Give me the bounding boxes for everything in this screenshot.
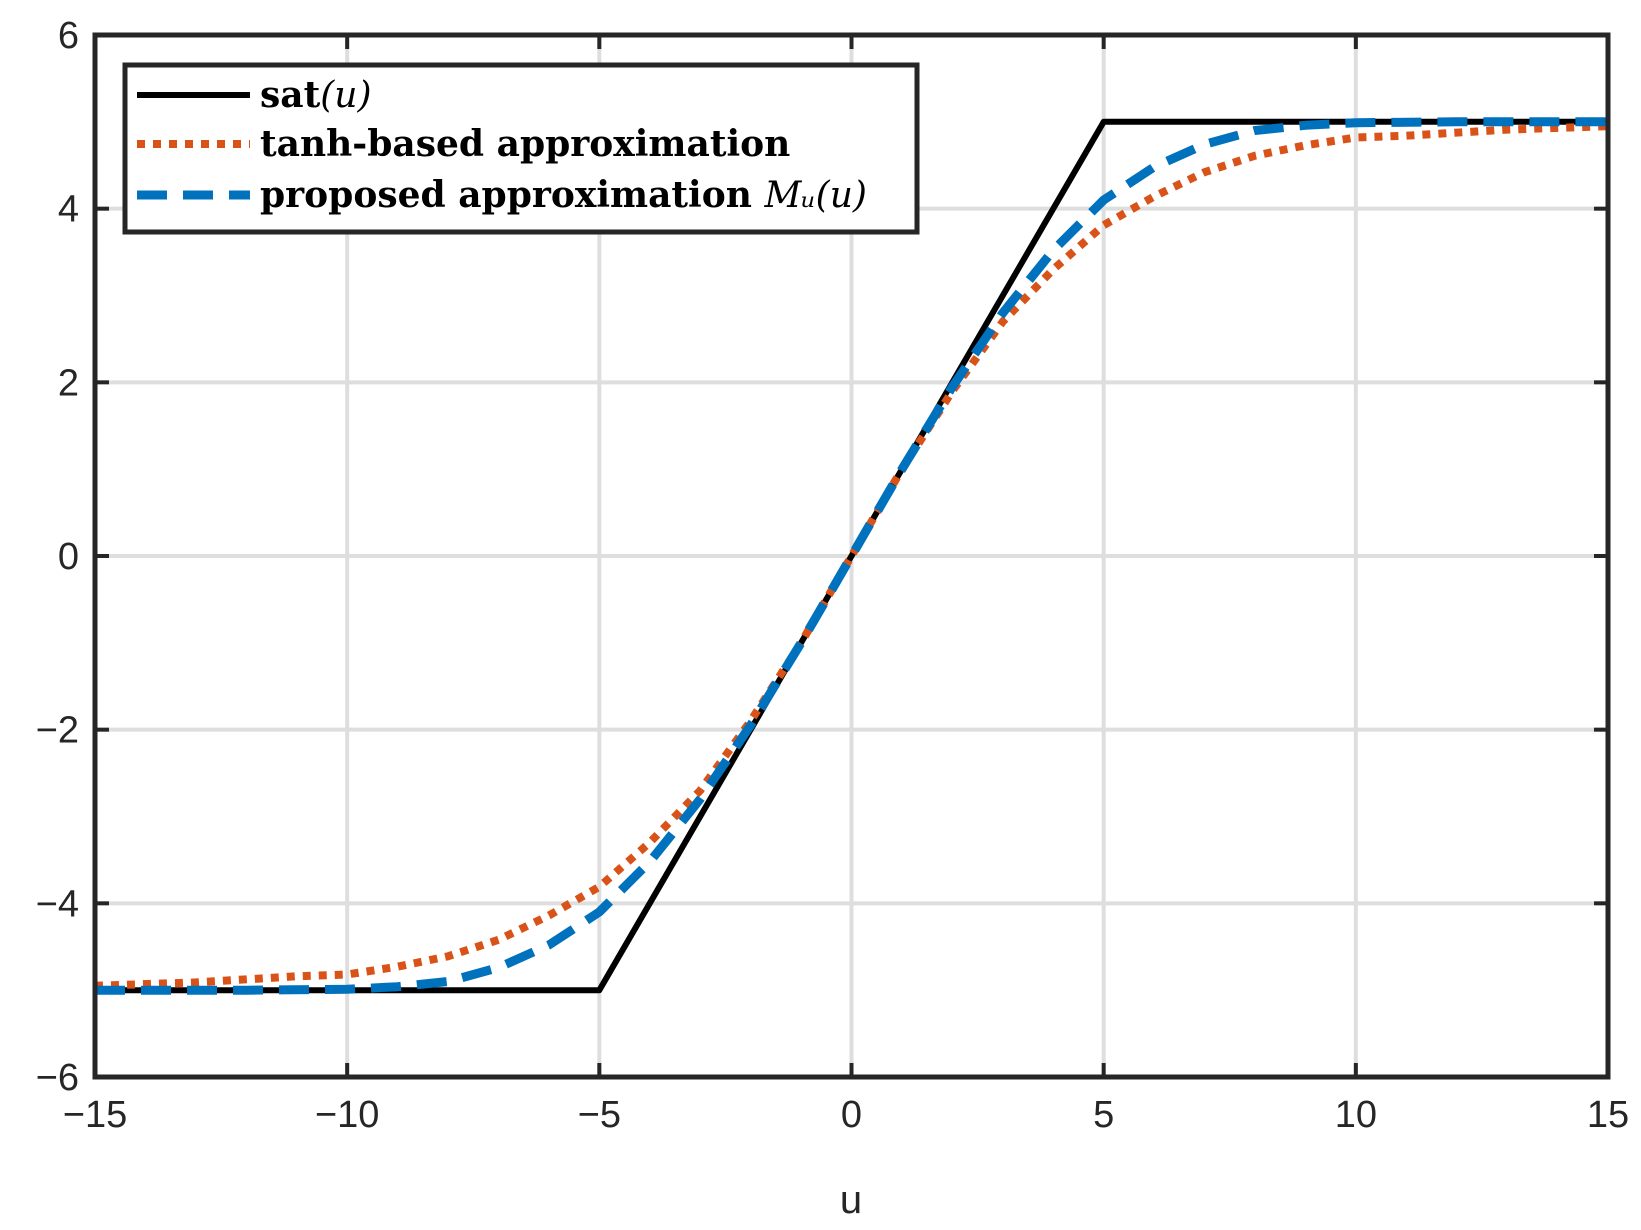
axis-ticks: −15 −10 −5 0 5 10 15 −6 −4 −2 0 2 4 6 [36,15,1629,1136]
y-tick-label-2: −2 [36,710,79,752]
y-tick-label-5: 4 [58,189,79,231]
x-tick-label-3: 0 [841,1094,862,1136]
x-tick-label-6: 15 [1587,1094,1629,1136]
legend-entry-sat: sat(u) [260,74,372,116]
legend-entry-proposed-math: Mᵤ(u) [763,175,867,216]
y-tick-label-4: 2 [58,362,79,404]
series-lines [94,117,1609,995]
legend-entry-tanh-text: tanh-based approximation [260,123,790,165]
legend-entry-proposed: proposed approximation Mᵤ(u) [260,174,867,216]
legend-entry-sat-math: (u) [320,75,371,116]
series-line-2 [95,117,1608,995]
x-tick-label-0: −15 [63,1094,127,1136]
y-tick-label-3: 0 [58,536,79,578]
legend: sat(u) tanh-based approximation proposed… [122,62,920,235]
x-tick-label-5: 10 [1335,1094,1377,1136]
legend-entry-proposed-text: proposed approximation [260,174,764,216]
x-tick-label-4: 5 [1093,1094,1114,1136]
series-line-1 [94,122,1609,990]
y-tick-label-6: 6 [58,15,79,57]
x-tick-label-2: −5 [578,1094,621,1136]
y-tick-label-1: −4 [36,883,79,925]
legend-box [122,62,920,235]
legend-entry-sat-text: sat [260,74,321,116]
y-tick-label-0: −6 [36,1057,79,1099]
x-tick-label-1: −10 [315,1094,379,1136]
legend-entry-tanh: tanh-based approximation [260,123,790,165]
x-axis-label: u [840,1178,862,1222]
